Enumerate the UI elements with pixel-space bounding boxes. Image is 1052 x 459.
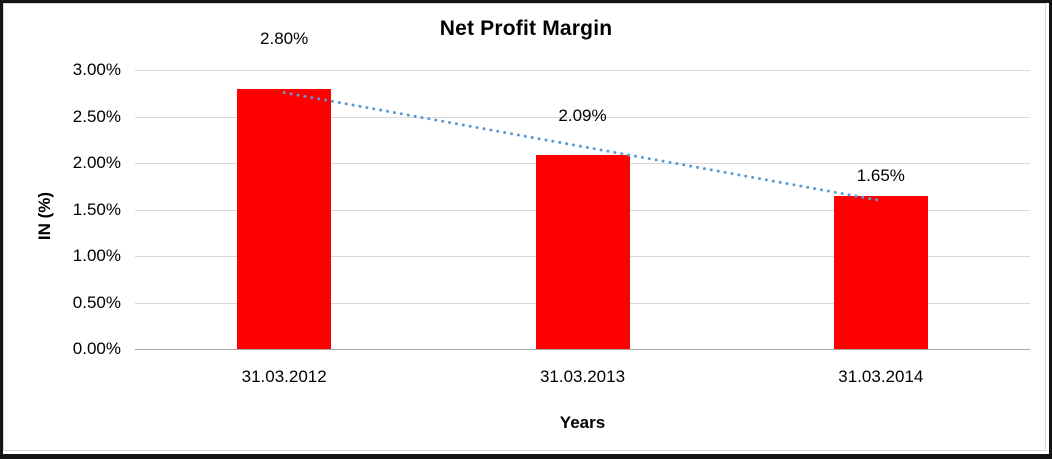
bar <box>535 154 630 349</box>
y-axis-tick-label: 1.50% <box>72 199 121 219</box>
y-axis-tick-label: 2.00% <box>72 153 121 172</box>
bar-value-label: 2.80% <box>260 28 309 48</box>
x-axis-title: Years <box>559 413 606 432</box>
x-axis-tick-label: 31.03.2014 <box>838 367 924 386</box>
chart-title: Net Profit Margin <box>439 17 613 40</box>
bar-value-label: 1.65% <box>856 165 905 185</box>
bar <box>237 88 332 349</box>
x-axis-tick-label: 31.03.2012 <box>241 367 327 386</box>
gridline <box>135 70 1030 71</box>
x-axis-tick-label: 31.03.2013 <box>539 367 626 386</box>
y-axis-tick-label: 0.00% <box>72 339 121 358</box>
bar <box>833 195 928 349</box>
y-axis-tick-label: 0.50% <box>72 292 121 312</box>
y-axis-tick-label: 1.00% <box>72 246 121 265</box>
x-axis-line <box>135 349 1030 350</box>
y-axis-tick-label: 3.00% <box>72 60 121 79</box>
y-axis-tick-label: 2.50% <box>72 106 121 126</box>
bar-value-label: 2.09% <box>558 105 607 125</box>
